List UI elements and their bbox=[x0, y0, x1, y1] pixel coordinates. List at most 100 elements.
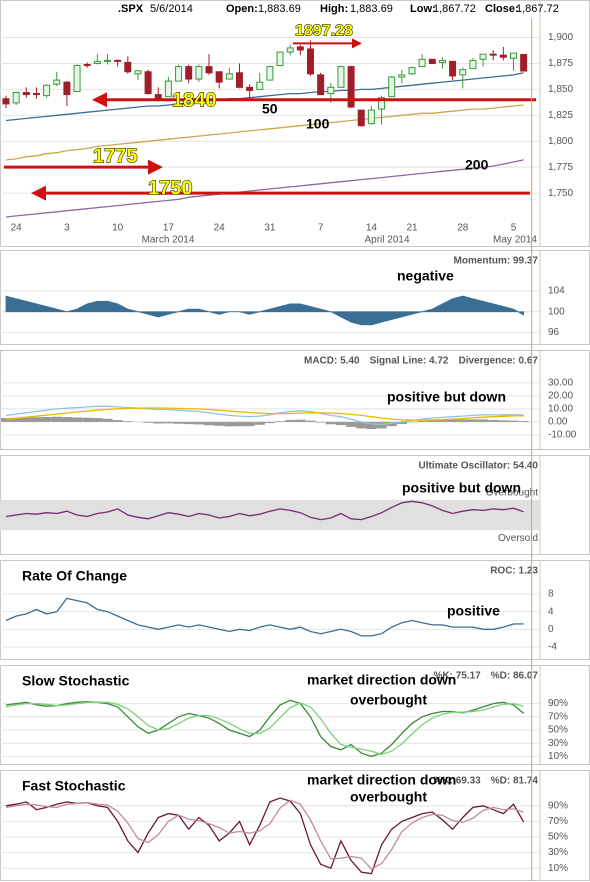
panel-frame bbox=[0, 770, 590, 881]
date: 5/6/2014 bbox=[150, 3, 193, 15]
y-tick-label: 50% bbox=[548, 832, 568, 843]
x-tick-label: 10 bbox=[112, 223, 124, 234]
y-tick-label: -10.00 bbox=[548, 430, 577, 441]
header-value: 1,883.69 bbox=[350, 3, 393, 15]
annotation: positive but down bbox=[387, 389, 506, 405]
ma-label: 50 bbox=[262, 101, 278, 117]
candle-body bbox=[164, 80, 172, 98]
x-tick-label: 28 bbox=[457, 223, 469, 234]
candle-body bbox=[449, 60, 457, 77]
panel-title: Slow Stochastic bbox=[22, 673, 130, 689]
candle-body bbox=[388, 76, 396, 98]
header-value: 1,883.69 bbox=[258, 3, 301, 15]
moving-average bbox=[5, 159, 524, 218]
y-tick-label: 104 bbox=[548, 285, 565, 296]
month-label: March 2014 bbox=[142, 235, 195, 246]
annotation: market direction down bbox=[307, 672, 456, 688]
ma-label: 200 bbox=[465, 157, 489, 173]
candle-body bbox=[225, 73, 233, 80]
panel-title: Rate Of Change bbox=[22, 568, 127, 584]
band-label: Oversold bbox=[498, 533, 538, 544]
histogram-bar bbox=[143, 421, 154, 423]
annotation: overbought bbox=[350, 789, 427, 805]
month-label: April 2014 bbox=[364, 235, 409, 246]
histogram-bar bbox=[335, 421, 347, 426]
y-tick-label: 1,825 bbox=[548, 110, 573, 121]
legend-entry: Divergence: 0.67 bbox=[459, 356, 539, 367]
histogram-bar bbox=[244, 421, 255, 427]
histogram-bar bbox=[21, 417, 32, 422]
band-label: Overbought bbox=[486, 487, 538, 498]
y-tick-label: 10% bbox=[548, 863, 568, 874]
level-label: 1775 bbox=[93, 145, 138, 167]
histogram-bar bbox=[305, 420, 316, 422]
header-label: High: bbox=[320, 3, 348, 15]
candle-body bbox=[367, 109, 375, 125]
histogram-bar bbox=[234, 421, 245, 427]
y-tick-label: 10% bbox=[548, 751, 568, 762]
y-tick-label: 30.00 bbox=[548, 377, 573, 388]
histogram-bar bbox=[315, 421, 326, 423]
legend-entry: MACD: 5.40 bbox=[304, 356, 360, 367]
y-tick-label: -4 bbox=[548, 642, 557, 653]
candle-body bbox=[12, 92, 20, 104]
candle-body bbox=[408, 67, 416, 75]
candle-body bbox=[286, 47, 294, 53]
candle-body bbox=[357, 109, 365, 127]
candle-body bbox=[205, 66, 213, 74]
header-label: Open: bbox=[226, 3, 258, 15]
histogram-bar bbox=[193, 421, 204, 425]
histogram-bar bbox=[41, 416, 52, 422]
histogram-bar bbox=[447, 419, 458, 422]
histogram-bar bbox=[82, 417, 93, 422]
x-tick-label: 24 bbox=[214, 223, 226, 234]
histogram-bar bbox=[356, 421, 367, 429]
y-tick-label: 20.00 bbox=[548, 390, 573, 401]
y-tick-label: 1,850 bbox=[548, 84, 573, 95]
candle-body bbox=[479, 53, 487, 60]
y-tick-label: 70% bbox=[548, 711, 568, 722]
header-value: 1,867.72 bbox=[433, 3, 476, 15]
legend-entry: Ultimate Oscillator: 54.40 bbox=[419, 461, 539, 472]
candle-body bbox=[83, 64, 91, 67]
histogram-bar bbox=[376, 421, 387, 429]
header-label: Close: bbox=[485, 3, 519, 15]
histogram-bar bbox=[31, 417, 42, 422]
y-tick-label: 30% bbox=[548, 738, 568, 749]
annotation: overbought bbox=[350, 692, 427, 708]
candle-body bbox=[215, 71, 223, 83]
histogram-bar bbox=[264, 421, 276, 424]
candle-body bbox=[428, 58, 436, 64]
ma-label: 100 bbox=[306, 116, 330, 132]
symbol: .SPX bbox=[118, 3, 144, 15]
header-label: Low: bbox=[410, 3, 436, 15]
candle-body bbox=[114, 59, 122, 62]
candle-body bbox=[378, 97, 386, 110]
annotation: negative bbox=[397, 268, 454, 284]
legend-entry: ROC: 1.23 bbox=[490, 566, 538, 577]
y-tick-label: 0 bbox=[548, 624, 554, 635]
series-line bbox=[5, 407, 524, 421]
candle-body bbox=[337, 66, 345, 88]
candle-body bbox=[2, 98, 10, 105]
x-tick-label: 24 bbox=[11, 223, 23, 234]
candle-body bbox=[276, 51, 284, 67]
legend-entry: %K: 75.17 bbox=[434, 671, 482, 682]
x-tick-label: 5 bbox=[511, 223, 517, 234]
histogram-bar bbox=[437, 419, 448, 422]
histogram-bar bbox=[285, 419, 296, 422]
header-value: 1,867.72 bbox=[516, 3, 559, 15]
candle-body bbox=[53, 79, 61, 85]
x-tick-label: 21 bbox=[406, 223, 418, 234]
histogram-bar bbox=[346, 421, 357, 427]
x-tick-label: 31 bbox=[264, 223, 276, 234]
series-line bbox=[5, 797, 525, 875]
candle-body bbox=[510, 52, 517, 59]
y-tick-label: 10.00 bbox=[548, 404, 573, 415]
y-tick-label: 1,800 bbox=[548, 136, 573, 147]
histogram-bar bbox=[427, 419, 438, 422]
histogram-bar bbox=[122, 421, 133, 422]
candle-body bbox=[418, 58, 426, 68]
candle-body bbox=[246, 86, 254, 91]
y-tick-label: 1,875 bbox=[548, 58, 573, 69]
